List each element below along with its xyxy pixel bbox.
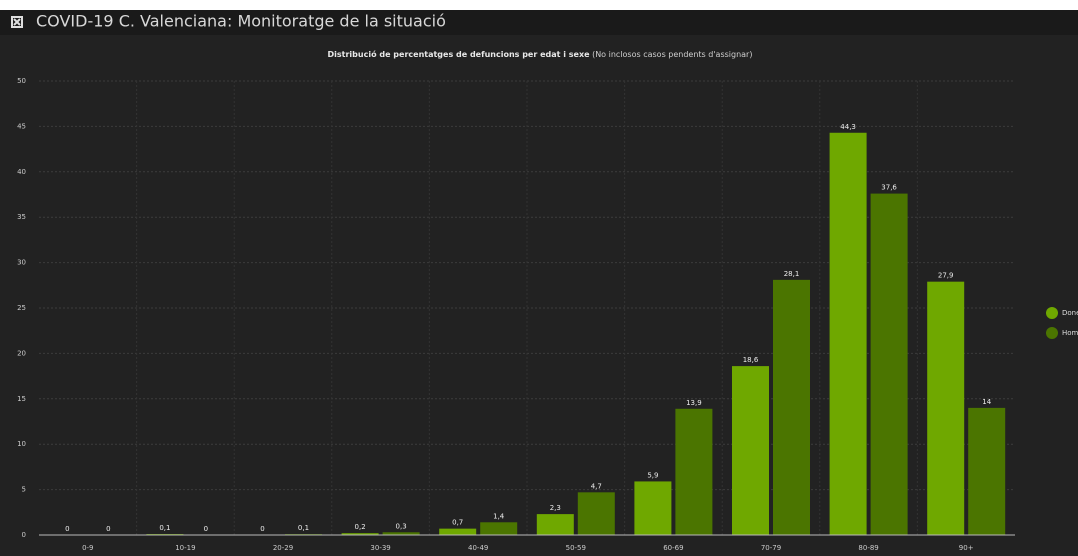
legend-swatch	[1046, 327, 1058, 339]
value-label: 1,4	[493, 512, 505, 520]
y-tick-label: 35	[17, 213, 26, 221]
y-tick-label: 30	[17, 259, 26, 267]
chart-title: Distribució de percentatges de defuncion…	[328, 49, 591, 59]
bar	[536, 514, 574, 535]
y-tick-label: 45	[17, 122, 26, 130]
y-tick-label: 5	[22, 486, 26, 494]
panel	[0, 10, 1078, 556]
bar	[341, 533, 379, 535]
value-label: 0,7	[452, 519, 463, 527]
y-tick-label: 15	[17, 395, 26, 403]
bar	[675, 408, 713, 535]
x-tick-label: 30-39	[370, 544, 390, 552]
y-tick-label: 10	[17, 440, 26, 448]
value-label: 44,3	[840, 123, 856, 131]
x-tick-label: 20-29	[273, 544, 293, 552]
value-label: 18,6	[743, 356, 759, 364]
value-label: 0	[204, 525, 208, 533]
bar	[968, 407, 1006, 535]
bar	[634, 481, 672, 535]
value-label: 37,6	[881, 184, 897, 192]
value-label: 0,2	[355, 523, 366, 531]
bar	[480, 522, 518, 535]
value-label: 14	[982, 398, 991, 406]
value-label: 0,3	[396, 522, 407, 530]
y-tick-label: 25	[17, 304, 26, 312]
x-tick-label: 50-59	[566, 544, 586, 552]
bar	[382, 532, 420, 535]
legend-label: Dones	[1062, 309, 1078, 317]
y-tick-label: 40	[17, 168, 26, 176]
chart-heading: Distribució de percentatges de defuncion…	[328, 49, 753, 59]
chart-subtitle: (No inclosos casos pendents d'assignar)	[592, 50, 752, 59]
bar	[773, 279, 810, 535]
bar	[870, 193, 908, 536]
header-icon	[11, 16, 23, 28]
x-tick-label: 10-19	[175, 544, 195, 552]
bar	[927, 281, 965, 535]
legend-swatch	[1046, 307, 1058, 319]
value-label: 13,9	[686, 399, 702, 407]
value-label: 0	[260, 525, 264, 533]
value-label: 0,1	[298, 524, 309, 532]
value-label: 0	[106, 525, 110, 533]
value-label: 4,7	[591, 482, 602, 490]
bar	[732, 366, 769, 535]
bar	[439, 528, 477, 535]
header-bar	[0, 10, 1078, 35]
value-label: 0	[65, 525, 69, 533]
x-tick-label: 70-79	[761, 544, 781, 552]
bar	[829, 132, 867, 536]
value-label: 28,1	[784, 270, 800, 278]
value-label: 5,9	[647, 471, 658, 479]
value-label: 2,3	[550, 504, 561, 512]
value-label: 27,9	[938, 272, 954, 280]
x-tick-label: 0-9	[82, 544, 93, 552]
x-tick-label: 90+	[959, 544, 974, 552]
x-tick-label: 60-69	[663, 544, 683, 552]
y-tick-label: 0	[22, 531, 26, 539]
x-tick-label: 80-89	[858, 544, 878, 552]
x-tick-label: 40-49	[468, 544, 488, 552]
y-tick-label: 50	[17, 77, 26, 85]
y-tick-label: 20	[17, 349, 26, 357]
value-label: 0,1	[159, 524, 170, 532]
legend-label: Homes	[1062, 329, 1078, 337]
header-title: COVID-19 C. Valenciana: Monitoratge de l…	[36, 12, 446, 31]
bar	[577, 492, 615, 535]
